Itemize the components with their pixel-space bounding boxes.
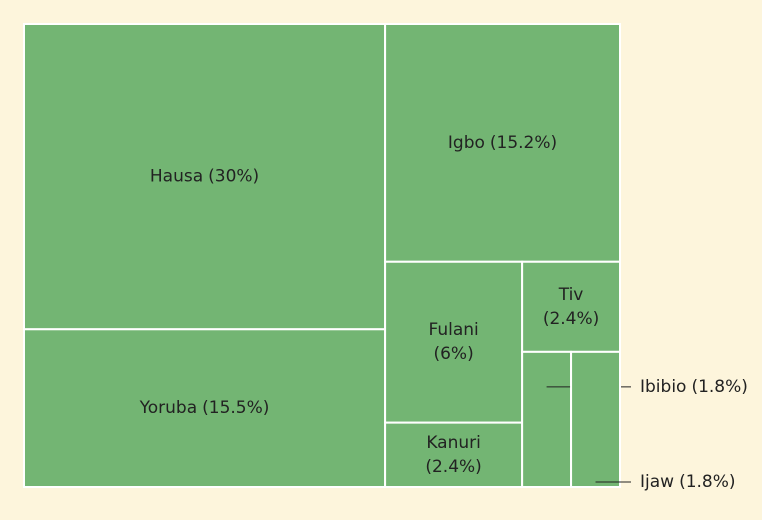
cell-label: Hausa (30%)	[150, 167, 259, 187]
treemap-cell	[23, 328, 387, 488]
treemap-cell	[384, 23, 622, 263]
category-label: Yoruba	[139, 398, 198, 418]
value-label: (15.2%)	[490, 133, 557, 153]
category-label: Fulani	[428, 320, 478, 340]
category-label: Tiv	[558, 285, 584, 305]
value-label: (6%)	[433, 344, 473, 364]
value-label: (2.4%)	[543, 309, 599, 329]
treemap-cell	[570, 350, 621, 489]
treemap-cell	[384, 260, 524, 424]
treemap-cell	[384, 421, 524, 488]
cell-label: Ibibio (1.8%)	[640, 377, 748, 397]
value-label: (1.8%)	[679, 472, 735, 492]
category-label: Ibibio	[640, 377, 686, 397]
value-label: (30%)	[208, 167, 259, 187]
treemap-cell	[521, 260, 622, 353]
value-label: (15.5%)	[202, 398, 269, 418]
category-label: Hausa	[150, 167, 203, 187]
cell-label: Igbo (15.2%)	[448, 133, 557, 153]
cell-label: Yoruba (15.5%)	[139, 398, 270, 418]
category-label: Igbo	[448, 133, 485, 153]
category-label: Kanuri	[426, 433, 481, 453]
value-label: (2.4%)	[425, 457, 481, 477]
treemap-cell	[23, 23, 387, 331]
cell-label: Ijaw (1.8%)	[640, 472, 736, 492]
value-label: (1.8%)	[691, 377, 747, 397]
category-label: Ijaw	[640, 472, 674, 492]
treemap-cell	[521, 350, 573, 489]
